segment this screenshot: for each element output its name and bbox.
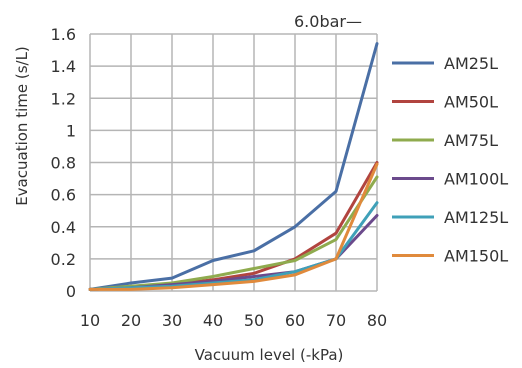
legend-label-am100l: AM100L — [444, 170, 508, 189]
y-tick-label: 0.2 — [51, 250, 76, 269]
series-line-am50l — [88, 161, 379, 291]
legend-label-am150l: AM150L — [444, 247, 508, 266]
y-tick-label: 1 — [66, 121, 76, 140]
series-lines — [88, 42, 379, 291]
y-tick-label: 1.4 — [51, 57, 76, 76]
series-line-am150l — [88, 162, 379, 291]
x-tick-label: 20 — [121, 311, 141, 330]
y-tick-label: 0 — [66, 282, 76, 301]
legend-label-am50l: AM50L — [444, 93, 498, 112]
x-tick-label: 50 — [244, 311, 264, 330]
x-axis-title: Vacuum level (-kPa) — [195, 346, 344, 364]
tick-labels: 10 20 30 40 50 60 70 80 0 0.2 0.4 0.6 0.8 1 1.2 1.4 1.6 — [51, 25, 388, 330]
legend: AM25L AM50L AM75L AM100L AM125L AM150L — [392, 54, 508, 266]
legend-label-am125l: AM125L — [444, 208, 508, 227]
y-tick-label: 0.6 — [51, 186, 76, 205]
grid — [89, 33, 378, 292]
y-tick-label: 0.8 — [51, 154, 76, 173]
series-line-am75l — [88, 175, 379, 291]
legend-label-am25l: AM25L — [444, 54, 498, 73]
y-axis-title: Evacuation time (s/L) — [13, 46, 31, 206]
series-line-am25l — [88, 42, 379, 291]
y-tick-label: 1.2 — [51, 89, 76, 108]
x-tick-label: 10 — [80, 311, 100, 330]
y-tick-label: 1.6 — [51, 25, 76, 44]
x-tick-label: 60 — [285, 311, 305, 330]
x-tick-label: 80 — [367, 311, 387, 330]
x-tick-label: 30 — [162, 311, 182, 330]
x-tick-label: 70 — [326, 311, 346, 330]
legend-label-am75l: AM75L — [444, 131, 498, 150]
x-tick-label: 40 — [203, 311, 223, 330]
y-tick-label: 0.4 — [51, 218, 76, 237]
annotation-label: 6.0bar— — [294, 12, 362, 31]
